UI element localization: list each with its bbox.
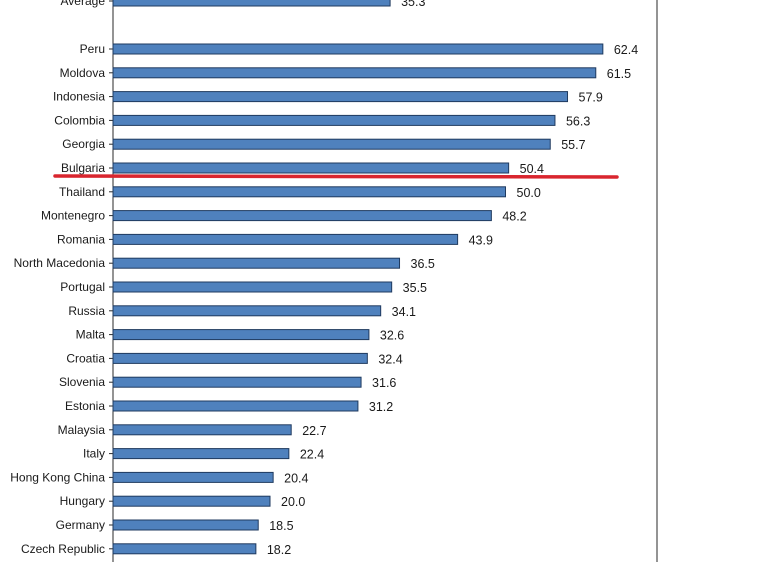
category-label: Colombia <box>54 113 105 127</box>
category-label: Romania <box>57 232 105 246</box>
bar-croatia <box>112 352 368 364</box>
bar-russia <box>112 305 382 317</box>
bar-italy <box>112 448 290 460</box>
value-label: 61.5 <box>607 67 631 81</box>
category-label: Peru <box>80 42 105 56</box>
category-label: Germany <box>56 518 105 532</box>
category-label: Hong Kong China <box>10 470 105 484</box>
bar-bulgaria <box>112 162 510 174</box>
bar-malta <box>112 329 370 341</box>
value-label: 31.6 <box>372 376 396 390</box>
bar-estonia <box>112 400 359 412</box>
category-label: Russia <box>68 304 105 318</box>
category-label: Slovenia <box>59 375 105 389</box>
bar-north-macedonia <box>112 257 401 269</box>
value-label: 18.2 <box>267 543 291 557</box>
category-label: North Macedonia <box>14 256 106 270</box>
bar-germany <box>112 519 259 531</box>
value-label: 35.5 <box>403 281 427 295</box>
value-label: 32.4 <box>378 352 402 366</box>
bar-slovenia <box>112 376 362 388</box>
bar-indonesia <box>112 91 569 103</box>
value-label: 48.2 <box>502 210 526 224</box>
value-label: 55.7 <box>561 138 585 152</box>
category-label: Portugal <box>60 280 105 294</box>
bar-colombia <box>112 114 556 126</box>
value-label: 18.5 <box>269 519 293 533</box>
bar-georgia <box>112 138 551 150</box>
category-label: Indonesia <box>53 90 105 104</box>
category-label: Georgia <box>62 137 105 151</box>
value-label: 62.4 <box>614 43 638 57</box>
category-label: Montenegro <box>41 209 105 223</box>
bar-hong-kong-china <box>112 471 274 483</box>
bar-moldova <box>112 67 597 79</box>
value-label: 31.2 <box>369 400 393 414</box>
bar-average <box>112 0 391 7</box>
bar-czech-republic <box>112 543 257 555</box>
value-label: 20.0 <box>281 495 305 509</box>
category-label: Hungary <box>60 494 105 508</box>
bar-portugal <box>112 281 393 293</box>
value-label: 50.4 <box>520 162 544 176</box>
category-label: Malaysia <box>58 423 106 437</box>
category-label: Bulgaria <box>61 161 105 175</box>
highlight-line <box>53 174 619 179</box>
bar-peru <box>112 43 604 55</box>
value-label: 22.7 <box>302 424 326 438</box>
category-label: Malta <box>76 328 106 342</box>
value-label: 36.5 <box>411 257 435 271</box>
category-label: Average <box>61 0 106 8</box>
value-label: 43.9 <box>469 233 493 247</box>
category-label: Moldova <box>60 66 106 80</box>
bar-hungary <box>112 495 271 507</box>
value-label: 56.3 <box>566 114 590 128</box>
value-label: 32.6 <box>380 329 404 343</box>
category-label: Estonia <box>65 399 105 413</box>
category-label: Czech Republic <box>21 542 105 556</box>
value-label: 20.4 <box>284 471 308 485</box>
value-label: 50.0 <box>517 186 541 200</box>
bar-thailand <box>112 186 506 198</box>
value-label: 34.1 <box>392 305 416 319</box>
value-label: 22.4 <box>300 448 324 462</box>
value-label: 35.3 <box>401 0 425 9</box>
value-label: 57.9 <box>579 91 603 105</box>
category-label: Croatia <box>66 351 105 365</box>
category-label: Thailand <box>59 185 105 199</box>
bar-malaysia <box>112 424 292 436</box>
bar-montenegro <box>112 210 492 222</box>
category-label: Italy <box>83 447 105 461</box>
bar-romania <box>112 233 459 245</box>
